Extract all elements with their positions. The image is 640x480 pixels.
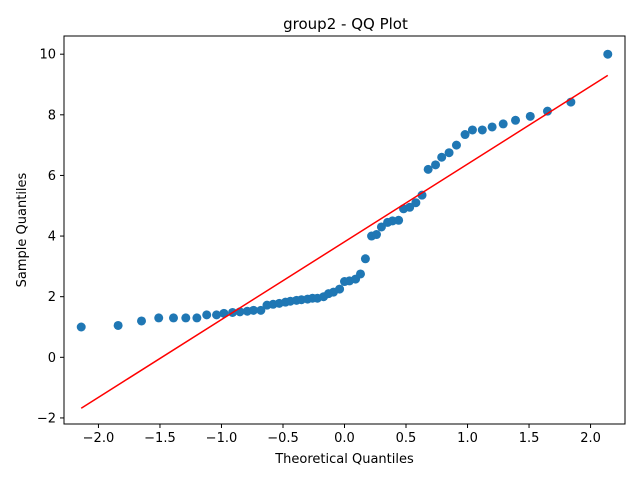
y-tick-label: 0 — [48, 351, 56, 366]
data-point — [394, 215, 404, 225]
y-tick-label: 2 — [48, 290, 56, 305]
reference-line — [80, 74, 609, 409]
data-point — [417, 190, 427, 200]
chart-title: group2 - QQ Plot — [283, 15, 408, 33]
data-point — [202, 310, 212, 320]
data-point — [437, 152, 447, 162]
x-tick-label: 0.5 — [396, 431, 417, 446]
data-point — [113, 320, 123, 330]
y-axis-label: Sample Quantiles — [15, 172, 30, 287]
data-point — [511, 115, 521, 125]
data-point — [411, 198, 421, 208]
x-axis-label: Theoretical Quantiles — [274, 452, 414, 467]
y-tick-label: 4 — [48, 230, 56, 245]
data-point — [431, 160, 441, 170]
x-axis: −2.0 −1.5 −1.0 −0.5 0.0 0.5 1.0 1.5 2.0 — [83, 424, 601, 446]
data-point — [137, 316, 147, 326]
data-point — [154, 313, 164, 323]
x-tick-label: −1.0 — [206, 431, 238, 446]
data-point — [603, 49, 613, 59]
data-point — [498, 119, 508, 129]
data-point — [168, 313, 178, 323]
x-tick-label: 0.0 — [334, 431, 355, 446]
data-point — [355, 269, 365, 279]
data-point — [477, 125, 487, 135]
x-tick-label: −1.5 — [144, 431, 176, 446]
data-point — [444, 148, 454, 158]
data-point — [256, 305, 266, 315]
data-point — [405, 202, 415, 212]
y-tick-label: 8 — [48, 108, 56, 123]
x-tick-label: 1.5 — [519, 431, 540, 446]
data-point — [335, 284, 345, 294]
data-point — [525, 111, 535, 121]
y-tick-label: 6 — [48, 169, 56, 184]
plot-area — [76, 49, 613, 409]
data-point — [376, 222, 386, 232]
y-tick-label: −2 — [37, 411, 56, 426]
x-tick-label: 1.0 — [457, 431, 478, 446]
data-point — [460, 130, 470, 140]
data-point — [181, 313, 191, 323]
data-point — [192, 313, 202, 323]
data-point — [451, 140, 461, 150]
data-point — [219, 308, 229, 318]
y-tick-label: 10 — [39, 48, 56, 63]
x-tick-label: −2.0 — [83, 431, 115, 446]
data-point — [360, 254, 370, 264]
data-point — [212, 310, 222, 320]
data-point — [467, 125, 477, 135]
x-tick-label: −0.5 — [267, 431, 299, 446]
data-point — [248, 305, 258, 315]
data-point — [423, 164, 433, 174]
data-point — [542, 106, 552, 116]
data-point — [371, 230, 381, 240]
x-tick-label: 2.0 — [580, 431, 601, 446]
data-point — [487, 122, 497, 132]
data-point — [76, 322, 86, 332]
y-axis: −2 0 2 4 6 8 10 — [37, 48, 64, 426]
